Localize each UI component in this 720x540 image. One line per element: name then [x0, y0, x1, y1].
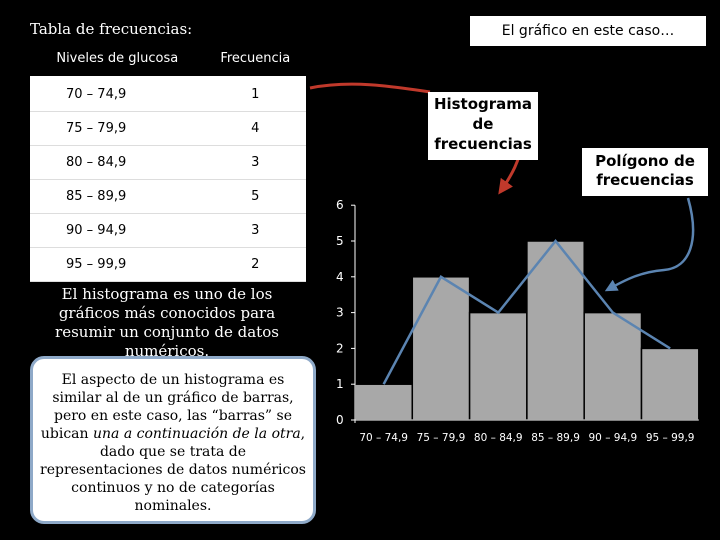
y-tick-label: 3: [336, 306, 344, 320]
histogram-bar: [354, 383, 414, 421]
frequency-cell: 4: [204, 111, 306, 146]
x-tick-label: 75 – 79,9: [417, 432, 466, 444]
histogram-bar: [411, 276, 471, 421]
table-row: 95 – 99,9 2: [30, 247, 306, 282]
y-tick-label: 2: [336, 341, 344, 355]
histogram-suffix: es uno de los gráficos más conocidos par…: [55, 285, 279, 360]
note-box: El aspecto de un histograma es similar a…: [30, 356, 316, 524]
column-header-frequency: Frecuencia: [204, 40, 306, 78]
table-row: 85 – 89,9 5: [30, 179, 306, 214]
note-italic: una a continuación de la otra: [92, 426, 301, 442]
histogram-word: histograma: [82, 285, 169, 303]
histogram-bar: [468, 311, 528, 421]
table-row: 80 – 84,9 3: [30, 145, 306, 180]
frequency-cell: 1: [204, 77, 306, 112]
x-tick-label: 80 – 84,9: [474, 432, 523, 444]
table-title: Tabla de frecuencias:: [30, 20, 193, 38]
table-row: 75 – 79,9 4: [30, 111, 306, 146]
y-tick-label: 4: [336, 270, 344, 284]
glucose-range-cell: 85 – 89,9: [30, 179, 205, 214]
glucose-range-cell: 80 – 84,9: [30, 145, 205, 180]
glucose-range-cell: 90 – 94,9: [30, 213, 205, 248]
table-row: 90 – 94,9 3: [30, 213, 306, 248]
column-header-glucose: Niveles de glucosa: [30, 40, 205, 78]
frequency-cell: 3: [204, 145, 306, 180]
frequency-table: Niveles de glucosa Frecuencia 70 – 74,9 …: [30, 40, 306, 282]
y-tick-label: 0: [336, 413, 344, 427]
x-tick-label: 70 – 74,9: [359, 432, 408, 444]
y-tick-label: 6: [336, 198, 344, 212]
note-text-1: El aspecto de un histograma es similar a…: [40, 372, 294, 442]
table-row: 70 – 74,9 1: [30, 77, 306, 112]
red-arrow-top: [309, 82, 431, 94]
y-tick-label: 5: [336, 234, 344, 248]
histogram-description: El histograma es uno de los gráficos más…: [30, 285, 304, 361]
note-text-2: , dado que se trata de representaciones …: [40, 426, 306, 514]
frequency-polygon-line: [382, 238, 671, 385]
histogram-bar: [583, 311, 643, 421]
y-tick-label: 1: [336, 377, 344, 391]
histogram-callout: Histograma de frecuencias: [428, 92, 538, 160]
glucose-range-cell: 75 – 79,9: [30, 111, 205, 146]
frequency-cell: 5: [204, 179, 306, 214]
blue-arrow-icon: [604, 197, 695, 292]
frequency-cell: 2: [204, 247, 306, 282]
x-tick-label: 90 – 94,9: [589, 432, 638, 444]
x-tick-label: 95 – 99,9: [646, 432, 695, 444]
glucose-range-cell: 95 – 99,9: [30, 247, 205, 282]
chart-heading: El gráfico en este caso…: [470, 16, 706, 46]
histogram-prefix: El: [61, 285, 83, 303]
polygon-callout: Polígono de frecuencias: [582, 148, 708, 196]
glucose-range-cell: 70 – 74,9: [30, 77, 205, 112]
frequency-cell: 3: [204, 213, 306, 248]
histogram-bar: [640, 347, 700, 421]
x-tick-label: 85 – 89,9: [531, 432, 580, 444]
